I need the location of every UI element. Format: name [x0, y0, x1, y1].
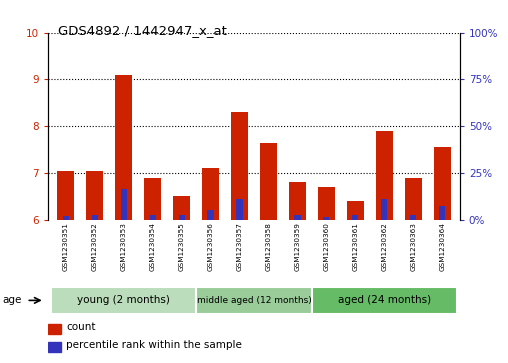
Bar [376, 131, 393, 220]
Bar [410, 215, 417, 220]
Bar [51, 287, 196, 314]
Bar [312, 287, 457, 314]
Bar [178, 215, 184, 220]
Bar [207, 210, 213, 220]
Bar [324, 217, 330, 220]
Text: GSM1230362: GSM1230362 [382, 222, 388, 270]
Text: aged (24 months): aged (24 months) [338, 295, 431, 305]
Text: GSM1230356: GSM1230356 [208, 222, 213, 270]
Text: GSM1230359: GSM1230359 [295, 222, 300, 270]
Bar [196, 287, 312, 314]
Bar [149, 215, 155, 220]
Bar [86, 171, 103, 220]
Text: GSM1230358: GSM1230358 [266, 222, 271, 270]
Bar [231, 112, 248, 220]
Text: middle aged (12 months): middle aged (12 months) [197, 296, 311, 305]
Text: GSM1230354: GSM1230354 [149, 222, 155, 270]
Bar [405, 178, 422, 220]
Bar [120, 189, 126, 220]
Bar [48, 342, 61, 352]
Bar [318, 187, 335, 220]
Text: GSM1230360: GSM1230360 [324, 222, 330, 270]
Text: percentile rank within the sample: percentile rank within the sample [67, 340, 242, 350]
Bar [115, 75, 132, 220]
Bar [57, 171, 74, 220]
Bar [173, 196, 190, 220]
Bar [382, 199, 388, 220]
Bar [295, 215, 301, 220]
Text: GSM1230352: GSM1230352 [91, 222, 98, 270]
Text: GSM1230364: GSM1230364 [439, 222, 446, 270]
Bar [353, 215, 359, 220]
Bar [439, 205, 446, 220]
Text: GSM1230351: GSM1230351 [62, 222, 69, 270]
Text: count: count [67, 322, 96, 332]
Text: age: age [3, 295, 22, 305]
Text: GSM1230353: GSM1230353 [120, 222, 126, 270]
Text: GSM1230357: GSM1230357 [237, 222, 242, 270]
Text: GSM1230363: GSM1230363 [410, 222, 417, 270]
Bar [347, 201, 364, 220]
Bar [144, 178, 161, 220]
Bar [202, 168, 219, 220]
Bar [48, 324, 61, 334]
Text: young (2 months): young (2 months) [77, 295, 170, 305]
Bar [236, 199, 242, 220]
Bar [260, 143, 277, 220]
Text: GDS4892 / 1442947_x_at: GDS4892 / 1442947_x_at [58, 24, 227, 37]
Bar [434, 147, 451, 220]
Text: GSM1230355: GSM1230355 [178, 222, 184, 270]
Bar [91, 215, 98, 220]
Text: GSM1230361: GSM1230361 [353, 222, 359, 270]
Bar [62, 216, 69, 220]
Bar [289, 182, 306, 220]
